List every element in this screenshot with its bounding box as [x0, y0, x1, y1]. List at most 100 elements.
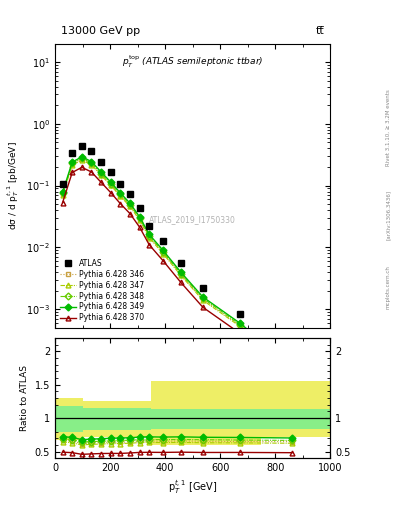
Pythia 6.428 349 — [70, 159, 75, 165]
Pythia 6.428 349 — [200, 294, 205, 300]
ATLAS — [128, 191, 132, 197]
Pythia 6.428 349 — [137, 214, 142, 220]
Pythia 6.428 348 — [238, 322, 242, 328]
Pythia 6.428 370 — [79, 164, 84, 170]
Pythia 6.428 347 — [60, 192, 65, 198]
Pythia 6.428 370 — [70, 169, 75, 176]
Pythia 6.428 349 — [178, 269, 183, 275]
ATLAS — [99, 159, 103, 165]
Pythia 6.428 347 — [108, 182, 113, 188]
Pythia 6.428 347 — [89, 162, 94, 168]
Pythia 6.428 370 — [178, 280, 183, 286]
Legend: ATLAS, Pythia 6.428 346, Pythia 6.428 347, Pythia 6.428 348, Pythia 6.428 349, P: ATLAS, Pythia 6.428 346, Pythia 6.428 34… — [59, 257, 145, 324]
Pythia 6.428 349 — [79, 154, 84, 160]
Pythia 6.428 346 — [161, 250, 165, 256]
Pythia 6.428 349 — [118, 190, 123, 196]
Pythia 6.428 347 — [200, 297, 205, 303]
Pythia 6.428 348 — [118, 191, 123, 198]
Pythia 6.428 346 — [290, 366, 295, 372]
Line: Pythia 6.428 346: Pythia 6.428 346 — [60, 157, 295, 371]
Text: ATLAS_2019_I1750330: ATLAS_2019_I1750330 — [149, 215, 236, 224]
Pythia 6.428 348 — [99, 170, 103, 177]
Pythia 6.428 347 — [118, 193, 123, 199]
ATLAS — [161, 238, 165, 244]
Pythia 6.428 347 — [290, 367, 295, 373]
Pythia 6.428 346 — [60, 191, 65, 197]
Line: Pythia 6.428 348: Pythia 6.428 348 — [60, 156, 295, 371]
ATLAS — [108, 169, 113, 176]
Pythia 6.428 348 — [108, 180, 113, 186]
Line: Pythia 6.428 349: Pythia 6.428 349 — [60, 154, 295, 369]
Pythia 6.428 346 — [79, 156, 84, 162]
Pythia 6.428 346 — [118, 193, 123, 199]
Pythia 6.428 346 — [137, 216, 142, 222]
Pythia 6.428 347 — [79, 157, 84, 163]
Pythia 6.428 349 — [99, 169, 103, 175]
ATLAS — [238, 311, 242, 317]
Pythia 6.428 348 — [178, 271, 183, 277]
Pythia 6.428 370 — [99, 179, 103, 185]
Pythia 6.428 370 — [200, 304, 205, 310]
Text: tt̅: tt̅ — [316, 27, 325, 36]
ATLAS — [89, 148, 94, 155]
Pythia 6.428 346 — [200, 296, 205, 303]
Line: ATLAS: ATLAS — [59, 143, 296, 360]
Pythia 6.428 348 — [79, 155, 84, 161]
X-axis label: p$_T^{t,1}$ [GeV]: p$_T^{t,1}$ [GeV] — [168, 479, 217, 496]
Text: mcplots.cern.ch: mcplots.cern.ch — [386, 265, 391, 309]
Pythia 6.428 370 — [60, 200, 65, 206]
Pythia 6.428 349 — [161, 247, 165, 253]
ATLAS — [118, 180, 123, 186]
Pythia 6.428 346 — [108, 181, 113, 187]
Pythia 6.428 348 — [161, 249, 165, 255]
Pythia 6.428 348 — [290, 365, 295, 371]
Pythia 6.428 348 — [200, 295, 205, 302]
Pythia 6.428 347 — [238, 324, 242, 330]
Pythia 6.428 346 — [89, 161, 94, 167]
Pythia 6.428 349 — [290, 364, 295, 370]
Pythia 6.428 348 — [137, 215, 142, 221]
Pythia 6.428 346 — [99, 172, 103, 178]
ATLAS — [147, 223, 152, 229]
Text: $p_T^{\mathrm{top}}$ (ATLAS semileptonic ttbar): $p_T^{\mathrm{top}}$ (ATLAS semileptonic… — [122, 53, 263, 70]
Pythia 6.428 347 — [178, 272, 183, 279]
Pythia 6.428 370 — [161, 258, 165, 264]
Line: Pythia 6.428 370: Pythia 6.428 370 — [60, 165, 295, 379]
Pythia 6.428 370 — [89, 169, 94, 175]
Pythia 6.428 370 — [147, 242, 152, 248]
Pythia 6.428 370 — [238, 330, 242, 336]
Pythia 6.428 347 — [147, 234, 152, 241]
Pythia 6.428 348 — [147, 233, 152, 239]
Pythia 6.428 348 — [89, 160, 94, 166]
Pythia 6.428 349 — [108, 179, 113, 185]
Pythia 6.428 349 — [238, 320, 242, 326]
Pythia 6.428 348 — [128, 202, 132, 208]
Pythia 6.428 346 — [70, 161, 75, 167]
Pythia 6.428 346 — [147, 234, 152, 240]
Pythia 6.428 349 — [89, 159, 94, 165]
Pythia 6.428 346 — [238, 323, 242, 329]
ATLAS — [178, 260, 183, 266]
ATLAS — [137, 205, 142, 211]
Pythia 6.428 347 — [70, 162, 75, 168]
Pythia 6.428 346 — [178, 271, 183, 278]
Text: Rivet 3.1.10, ≥ 3.2M events: Rivet 3.1.10, ≥ 3.2M events — [386, 90, 391, 166]
Text: [arXiv:1306.3436]: [arXiv:1306.3436] — [386, 190, 391, 240]
Pythia 6.428 348 — [60, 190, 65, 197]
Pythia 6.428 346 — [128, 203, 132, 209]
Y-axis label: Ratio to ATLAS: Ratio to ATLAS — [20, 365, 29, 431]
Pythia 6.428 370 — [108, 189, 113, 196]
ATLAS — [79, 143, 84, 150]
Line: Pythia 6.428 347: Pythia 6.428 347 — [60, 158, 295, 372]
ATLAS — [290, 354, 295, 360]
Pythia 6.428 349 — [128, 200, 132, 206]
ATLAS — [200, 285, 205, 291]
Pythia 6.428 349 — [147, 231, 152, 238]
Pythia 6.428 348 — [70, 160, 75, 166]
Y-axis label: dσ / d p$_T^{t,1}$ [pb/GeV]: dσ / d p$_T^{t,1}$ [pb/GeV] — [5, 141, 20, 230]
Pythia 6.428 370 — [118, 201, 123, 207]
Pythia 6.428 347 — [161, 250, 165, 257]
Pythia 6.428 347 — [137, 217, 142, 223]
ATLAS — [60, 180, 65, 186]
Pythia 6.428 347 — [99, 172, 103, 178]
